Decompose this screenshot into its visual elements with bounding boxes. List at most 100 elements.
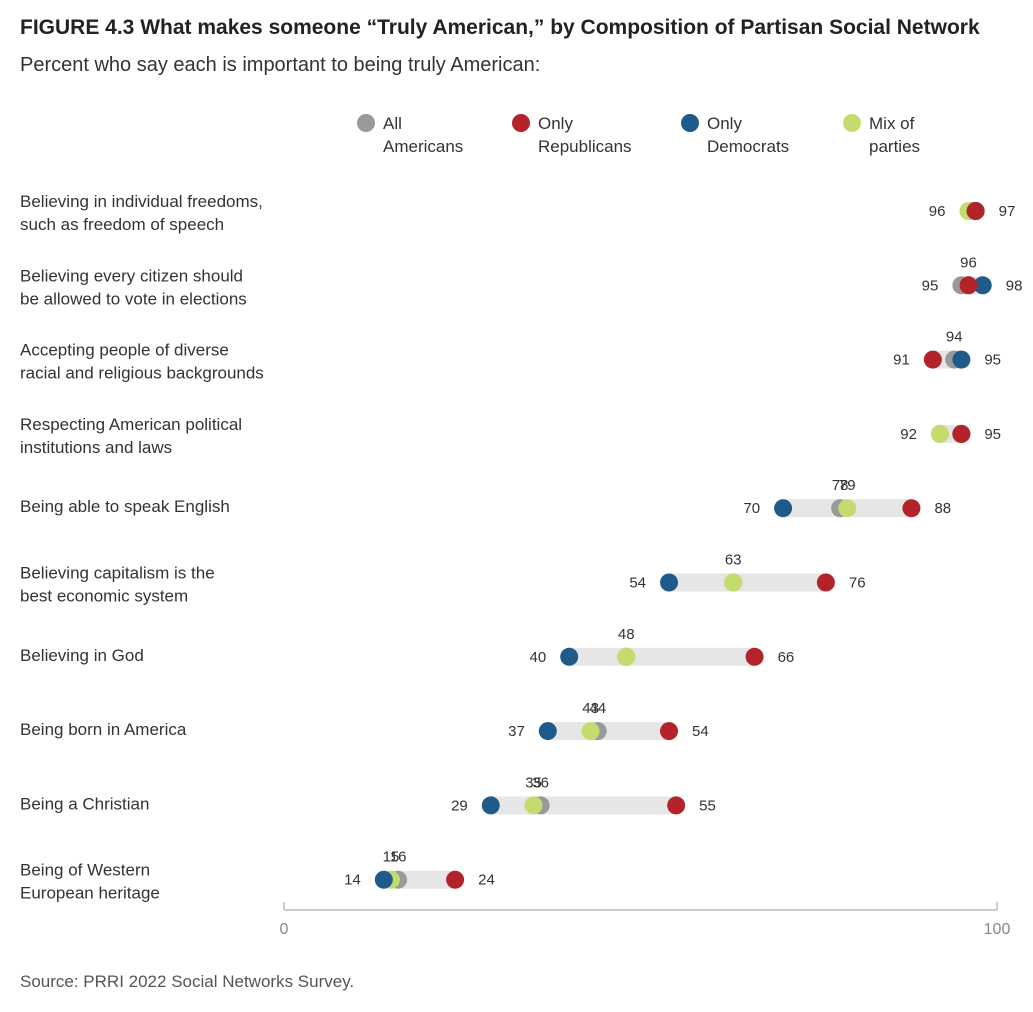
dot-mix bbox=[930, 424, 949, 443]
value-label: 16 bbox=[390, 849, 407, 866]
row-6: Believing in God 40 48 66 bbox=[20, 626, 794, 666]
category-label: Being of Western bbox=[20, 861, 150, 880]
category-label: Believing in individual freedoms, bbox=[20, 192, 263, 211]
category-label: institutions and laws bbox=[20, 438, 172, 457]
value-label: 79 bbox=[839, 477, 856, 494]
range-bar bbox=[490, 796, 677, 815]
value-label: 43 bbox=[582, 700, 599, 717]
value-label: 44 bbox=[589, 700, 606, 717]
value-label: 63 bbox=[725, 552, 742, 569]
value-label: 94 bbox=[946, 329, 963, 346]
value-label: 95 bbox=[984, 352, 1001, 369]
dot-mix bbox=[524, 796, 543, 815]
category-label: Believing every citizen should bbox=[20, 266, 243, 285]
row-3: Respecting American political institution… bbox=[20, 415, 1001, 457]
category-label: best economic system bbox=[20, 587, 188, 606]
value-label: 40 bbox=[530, 649, 547, 666]
chart-subtitle: Percent who say each is important to bei… bbox=[20, 54, 541, 76]
legend-democrats-label: Democrats bbox=[707, 137, 789, 156]
tick-label: 0 bbox=[280, 921, 289, 938]
dot-democrats bbox=[660, 573, 679, 592]
dot-republicans bbox=[816, 573, 835, 592]
legend-all-marker bbox=[357, 114, 375, 132]
category-label: Being able to speak English bbox=[20, 497, 230, 516]
value-label: 97 bbox=[999, 203, 1016, 220]
legend-mix-marker bbox=[843, 114, 861, 132]
tick-label: 100 bbox=[984, 921, 1011, 938]
category-label: Respecting American political bbox=[20, 415, 242, 434]
dot-mix bbox=[617, 647, 636, 666]
x-axis: 0 100 bbox=[280, 902, 1011, 938]
category-label: Believing in God bbox=[20, 646, 144, 665]
dot-mix bbox=[581, 722, 600, 741]
legend-republicans-label: Only bbox=[538, 114, 573, 133]
category-label: be allowed to vote in elections bbox=[20, 289, 247, 308]
legend-all-label: All bbox=[383, 114, 402, 133]
category-label: racial and religious backgrounds bbox=[20, 364, 264, 383]
value-label: 92 bbox=[900, 426, 917, 443]
legend-republicans-marker bbox=[512, 114, 530, 132]
row-1: Believing every citizen should be allowed… bbox=[20, 254, 1022, 308]
dot-democrats bbox=[973, 276, 992, 295]
dot-mix bbox=[838, 499, 857, 518]
dot-democrats bbox=[774, 499, 793, 518]
value-label: 54 bbox=[692, 723, 709, 740]
value-label: 95 bbox=[922, 277, 939, 294]
value-label: 55 bbox=[699, 797, 716, 814]
value-label: 66 bbox=[778, 649, 795, 666]
dot-republicans bbox=[745, 647, 764, 666]
value-label: 54 bbox=[629, 575, 646, 592]
range-bar bbox=[569, 647, 755, 666]
value-label: 91 bbox=[893, 352, 910, 369]
plot-area: Believing in individual freedoms, such as… bbox=[20, 192, 1022, 903]
category-label: Believing capitalism is the bbox=[20, 564, 215, 583]
value-label: 48 bbox=[618, 626, 635, 643]
dot-republicans bbox=[952, 424, 971, 443]
legend-democrats-marker bbox=[681, 114, 699, 132]
source-note: Source: PRRI 2022 Social Networks Survey… bbox=[20, 972, 355, 991]
row-0: Believing in individual freedoms, such as… bbox=[20, 192, 1015, 234]
value-label: 37 bbox=[508, 723, 525, 740]
value-label: 88 bbox=[934, 500, 951, 517]
value-label: 98 bbox=[1006, 277, 1023, 294]
category-label: European heritage bbox=[20, 884, 160, 903]
value-label: 24 bbox=[478, 872, 495, 889]
range-bar bbox=[547, 722, 670, 741]
dot-republicans bbox=[923, 350, 942, 369]
category-label: Being a Christian bbox=[20, 794, 149, 813]
dot-republicans bbox=[902, 499, 921, 518]
dot-republicans bbox=[667, 796, 686, 815]
legend-republicans-label: Republicans bbox=[538, 137, 632, 156]
value-label: 29 bbox=[451, 797, 468, 814]
dot-mix bbox=[724, 573, 743, 592]
dot-republicans bbox=[966, 202, 985, 220]
legend-all-label: Americans bbox=[383, 137, 463, 156]
category-label: Being born in America bbox=[20, 720, 187, 739]
value-label: 76 bbox=[849, 575, 866, 592]
dot-democrats bbox=[560, 647, 579, 666]
value-label: 95 bbox=[984, 426, 1001, 443]
category-label: Accepting people of diverse bbox=[20, 341, 229, 360]
range-bar bbox=[669, 573, 826, 592]
value-label: 15 bbox=[383, 849, 400, 866]
chart-title: FIGURE 4.3 What makes someone “Truly Ame… bbox=[20, 16, 980, 39]
category-label: such as freedom of speech bbox=[20, 215, 224, 234]
dot-republicans bbox=[660, 722, 679, 741]
dot-plot: All Americans Only Republicans Only Democrats… bbox=[20, 114, 1022, 938]
value-label: 14 bbox=[344, 872, 361, 889]
dot-democrats bbox=[952, 350, 971, 369]
value-label: 70 bbox=[743, 500, 760, 517]
dot-democrats bbox=[481, 796, 500, 815]
dot-republicans bbox=[959, 276, 978, 295]
legend-mix-label: parties bbox=[869, 137, 920, 156]
dot-democrats bbox=[538, 722, 557, 741]
value-label: 78 bbox=[832, 477, 849, 494]
legend-democrats-label: Only bbox=[707, 114, 742, 133]
legend: All Americans Only Republicans Only Democrats… bbox=[357, 114, 920, 156]
value-label: 36 bbox=[532, 774, 549, 791]
row-2: Accepting people of diverse racial and re… bbox=[20, 329, 1001, 383]
